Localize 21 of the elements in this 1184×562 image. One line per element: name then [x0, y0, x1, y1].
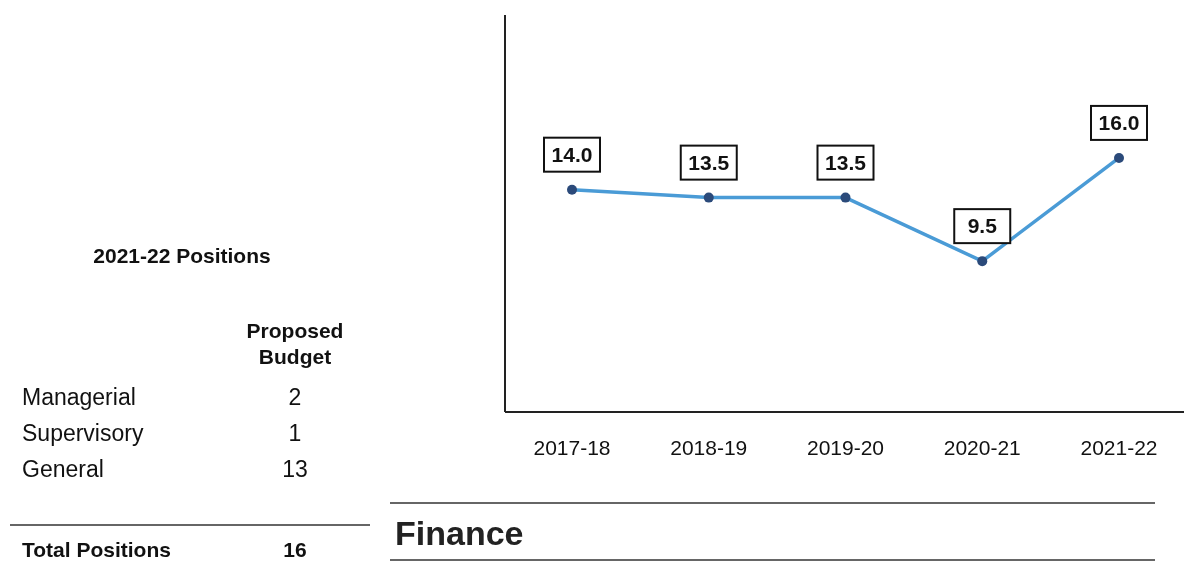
- x-tick-label: 2021-22: [1080, 436, 1158, 459]
- data-label: 13.5: [825, 150, 867, 174]
- category-label: General: [22, 456, 104, 482]
- data-label: 13: [282, 456, 308, 482]
- data-label: 13.5: [688, 150, 730, 174]
- data-label: 14.0: [551, 142, 593, 166]
- text: 16: [283, 538, 307, 561]
- text: Proposed Budget: [246, 319, 344, 368]
- text: Total Positions: [22, 538, 171, 561]
- data-label: 1: [288, 420, 302, 446]
- category-label: Supervisory: [22, 420, 144, 446]
- data-label: 16.0: [1098, 110, 1140, 134]
- category-label: Managerial: [22, 384, 136, 410]
- x-tick-label: 2019-20: [806, 436, 885, 459]
- data-label: 9.5: [967, 214, 998, 238]
- text: 2021-22 Positions: [93, 244, 271, 267]
- x-tick-label: 2020-21: [943, 436, 1021, 459]
- text: Finance: [395, 514, 524, 552]
- data-label: 2: [288, 384, 302, 410]
- x-tick-label: 2018-19: [670, 436, 748, 459]
- x-tick-label: 2017-18: [533, 436, 611, 459]
